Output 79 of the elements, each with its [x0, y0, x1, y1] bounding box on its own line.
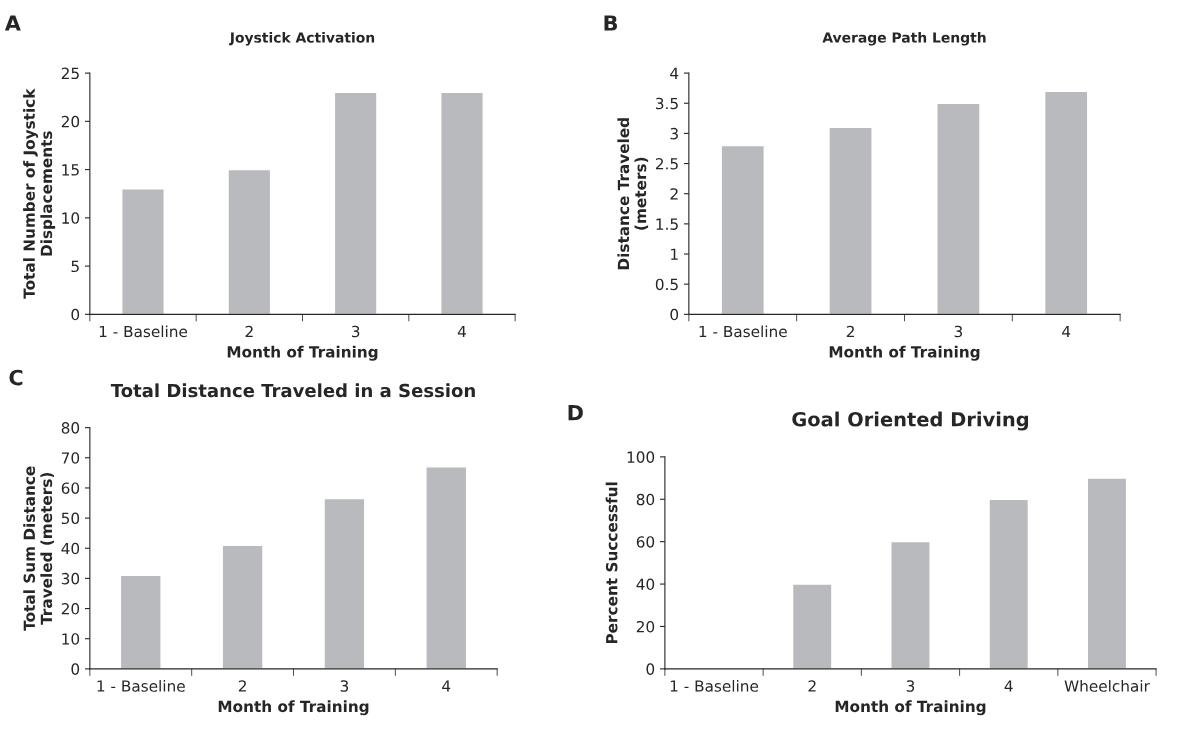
x-tick-label: 2: [808, 680, 816, 692]
y-tick-label: 0: [646, 663, 655, 675]
bar: [1043, 90, 1089, 315]
x-axis-title: Month of Training: [218, 700, 369, 716]
x-tick-label: 1 - Baseline: [699, 325, 787, 338]
chart-title: Average Path Length: [822, 31, 986, 46]
x-tick-label: 1 - Baseline: [670, 679, 759, 692]
bar: [227, 168, 272, 315]
y-tick-label: 50: [61, 512, 80, 525]
x-tick-label: 4: [457, 325, 466, 338]
x-tick-label: 1 - Baseline: [97, 679, 185, 692]
chart-title: Total Distance Traveled in a Session: [110, 383, 475, 398]
y-tick-label: 60: [636, 536, 655, 548]
text: C: [9, 369, 23, 386]
bar: [221, 544, 264, 669]
text: A: [4, 15, 21, 31]
y-tick-label: 1: [671, 248, 678, 260]
y-tick-label: 20: [61, 115, 80, 128]
y-tick-label: 30: [61, 572, 80, 585]
bar: [121, 188, 165, 315]
y-tick-label: 10: [62, 212, 80, 224]
y-tick-label: 70: [61, 452, 80, 464]
bar: [1086, 477, 1128, 669]
bar: [425, 466, 468, 669]
x-tick-label: 2: [846, 325, 854, 338]
bar: [333, 91, 378, 315]
y-tick-label: 40: [61, 542, 80, 555]
x-tick-label: 3: [906, 680, 915, 692]
y-tick-label: 0: [71, 308, 80, 321]
y-tick-label: 0: [670, 308, 679, 321]
y-tick-label: 25: [61, 67, 79, 80]
y-tick-label: 80: [636, 493, 655, 506]
y-tick-label: 3: [670, 127, 678, 140]
x-tick-label: 4: [1062, 325, 1071, 338]
y-axis-title: Total Sum Distance Traveled (meters): [23, 466, 54, 631]
y-tick-label: 3.5: [656, 97, 678, 110]
bar: [988, 498, 1030, 669]
bar: [323, 497, 366, 669]
y-tick-label: 1.5: [656, 218, 678, 230]
y-tick-label: 40: [636, 578, 655, 591]
y-tick-label: 80: [61, 422, 80, 434]
bar: [720, 144, 766, 315]
y-axis-title: Percent Successful: [605, 482, 618, 644]
y-tick-label: 2.5: [655, 158, 678, 170]
bar: [936, 102, 981, 315]
x-tick-label: 4: [442, 680, 451, 692]
x-tick-label: 3: [340, 680, 349, 692]
y-tick-label: 5: [71, 260, 79, 273]
y-tick-label: 20: [61, 603, 80, 615]
y-tick-label: 100: [627, 451, 655, 463]
y-axis-title: Total Number of Joystick Displacements: [23, 88, 56, 299]
y-tick-label: 20: [636, 620, 655, 633]
x-tick-label: 3: [351, 325, 360, 338]
bar: [119, 574, 162, 669]
x-tick-label: 2: [238, 680, 246, 692]
chart-title: Joystick Activation: [229, 31, 375, 46]
y-tick-label: 4: [670, 67, 679, 79]
text: B: [604, 15, 618, 31]
y-tick-label: 0.5: [655, 278, 678, 291]
bar: [890, 540, 931, 669]
x-axis-title: Month of Training: [835, 700, 986, 716]
bar: [440, 91, 484, 315]
x-tick-label: Wheelchair: [1064, 679, 1150, 692]
y-tick-label: 10: [62, 633, 80, 645]
x-axis-title: Month of Training: [227, 345, 378, 361]
y-tick-label: 15: [62, 164, 79, 176]
bar: [828, 126, 873, 315]
bar: [791, 583, 833, 669]
text: D: [568, 405, 583, 421]
y-tick-label: 0: [71, 663, 80, 675]
y-tick-label: 2: [670, 188, 678, 200]
x-tick-label: 4: [1004, 680, 1013, 692]
x-axis-title: Month of Training: [829, 345, 980, 361]
x-tick-label: 3: [954, 325, 963, 338]
x-tick-label: 2: [245, 325, 253, 338]
chart-title: Goal Oriented Driving: [792, 411, 1029, 431]
x-tick-label: 1 - Baseline: [99, 325, 188, 338]
y-tick-label: 60: [61, 482, 80, 494]
y-axis-title: Distance Traveled (meters): [617, 118, 649, 270]
